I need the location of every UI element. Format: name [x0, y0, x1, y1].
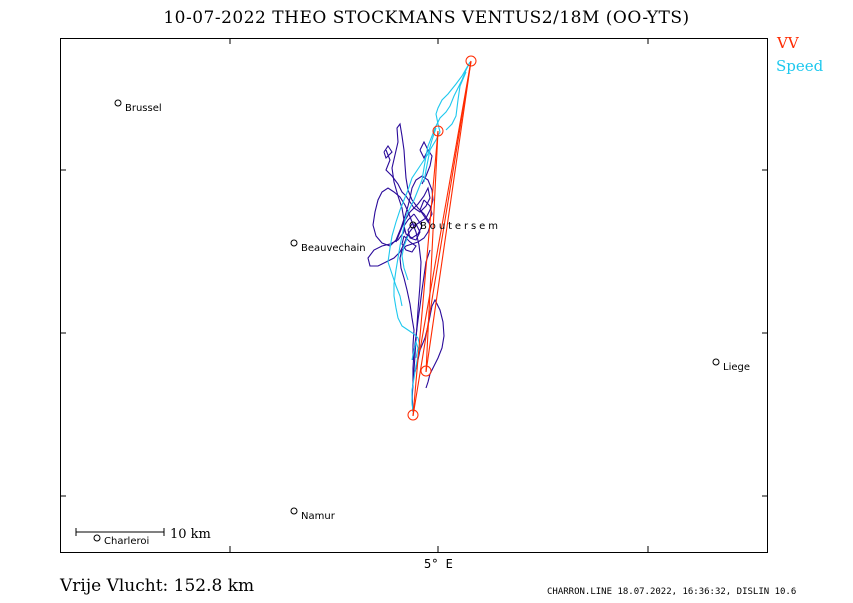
- top-ticks: [229, 39, 649, 44]
- map-title: 10-07-2022 THEO STOCKMANS VENTUS2/18M (O…: [163, 8, 690, 28]
- city-brussel-marker: [114, 99, 122, 107]
- turnpoint-south-east: [420, 365, 432, 377]
- turnpoint-north: [465, 55, 477, 67]
- scale-bar-label: 10 km: [170, 527, 211, 542]
- city-charleroi-marker: [93, 534, 101, 542]
- legend-speed: Speed: [776, 57, 824, 75]
- speed-track: [387, 61, 471, 413]
- turnpoints: [407, 55, 477, 421]
- flight-track: [367, 122, 445, 413]
- scale-bar: [75, 528, 165, 536]
- turnpoint-mid: [432, 125, 444, 137]
- city-label-beauvechain: Beauvechain: [301, 243, 366, 254]
- city-namur-marker: [290, 507, 298, 515]
- vv-legs: [412, 60, 472, 417]
- city-label-charleroi: Charleroi: [104, 536, 149, 547]
- map-frame: [60, 38, 768, 553]
- x-axis-tick-label: 5° E: [424, 557, 453, 571]
- city-label-boutersem: Boutersem: [420, 221, 498, 232]
- city-liege-marker: [712, 358, 720, 366]
- city-markers: [93, 99, 720, 542]
- render-metadata: CHARRON.LINE 18.07.2022, 16:36:32, DISLI…: [547, 587, 797, 597]
- bottom-ticks: [229, 546, 649, 552]
- city-beauvechain-marker: [290, 239, 298, 247]
- city-label-liege: Liege: [723, 362, 750, 373]
- city-boutersem-marker: [409, 221, 417, 229]
- side-ticks: [61, 169, 767, 497]
- distance-summary: Vrije Vlucht: 152.8 km: [60, 576, 255, 596]
- city-label-namur: Namur: [301, 511, 336, 522]
- city-label-brussel: Brussel: [125, 103, 162, 114]
- legend-vv: VV: [777, 34, 799, 52]
- turnpoint-south: [407, 409, 419, 421]
